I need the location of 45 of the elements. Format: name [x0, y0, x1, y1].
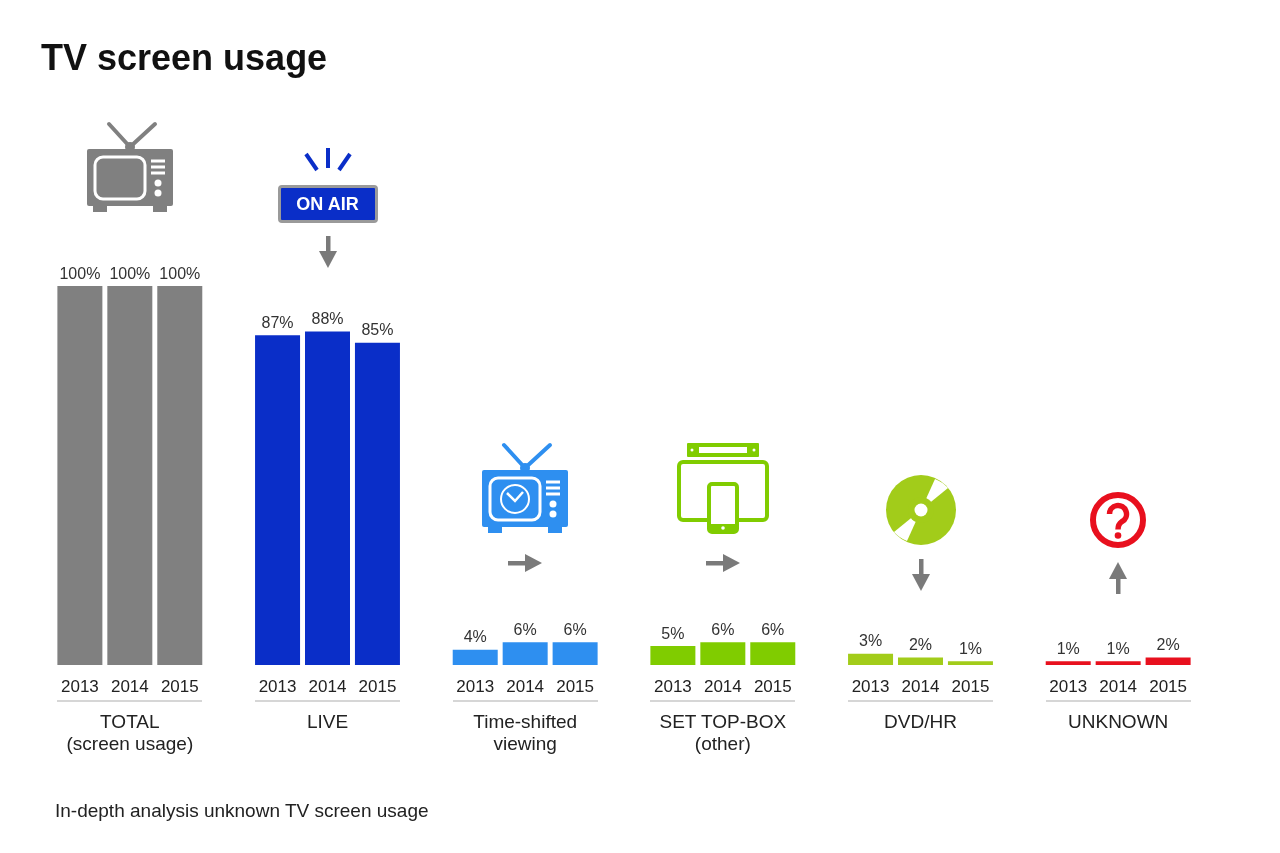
- data-label: 5%: [661, 624, 685, 642]
- text: 2014: [901, 676, 940, 696]
- data-label: 88%: [311, 309, 344, 327]
- x-tick-label: DVD/HR: [884, 710, 957, 732]
- series-label: 2014: [110, 676, 149, 696]
- x-tick-label: SET TOP-BOX (other): [659, 710, 787, 754]
- text: In-depth analysis unknown TV screen usage: [55, 799, 429, 821]
- data-label: 1%: [1056, 639, 1080, 657]
- data-label: 6%: [513, 620, 537, 638]
- data-label: 6%: [563, 620, 587, 638]
- data-label: 100%: [159, 264, 201, 282]
- text: 2013: [653, 676, 692, 696]
- chart-title: TV screen usage: [41, 36, 328, 78]
- data-label: 4%: [463, 628, 487, 646]
- text: 2013: [851, 676, 890, 696]
- series-label: 2015: [160, 676, 199, 696]
- text: 2013: [1049, 676, 1088, 696]
- data-label: 100%: [109, 264, 151, 282]
- text: 2015: [951, 676, 990, 696]
- on-air-sign: ON AIR: [277, 185, 378, 223]
- text: 2014: [703, 676, 742, 696]
- text: 2013: [456, 676, 495, 696]
- x-tick-label: UNKNOWN: [1068, 710, 1169, 732]
- data-label: 6%: [711, 620, 735, 638]
- text: 2014: [1099, 676, 1138, 696]
- text: 2014: [308, 676, 347, 696]
- series-label: 2013: [60, 676, 99, 696]
- data-label: 100%: [59, 264, 101, 282]
- text: 2015: [358, 676, 397, 696]
- data-label: 1%: [958, 639, 983, 657]
- text: 2015: [753, 676, 792, 696]
- text: 2015: [556, 676, 595, 696]
- text: 2014: [506, 676, 545, 696]
- data-label: 85%: [361, 321, 394, 339]
- text: 2013: [258, 676, 297, 696]
- data-label: 1%: [1106, 639, 1130, 657]
- text: 2015: [1149, 676, 1188, 696]
- x-tick-label: Time-shifted viewing: [473, 710, 578, 754]
- data-label: 2%: [1156, 635, 1180, 653]
- data-label: 2%: [908, 635, 933, 653]
- data-label: 87%: [261, 313, 294, 331]
- x-tick-label: TOTAL (screen usage): [66, 710, 194, 754]
- x-tick-label: LIVE: [306, 710, 349, 732]
- data-label: 6%: [761, 620, 785, 638]
- data-label: 3%: [858, 632, 883, 650]
